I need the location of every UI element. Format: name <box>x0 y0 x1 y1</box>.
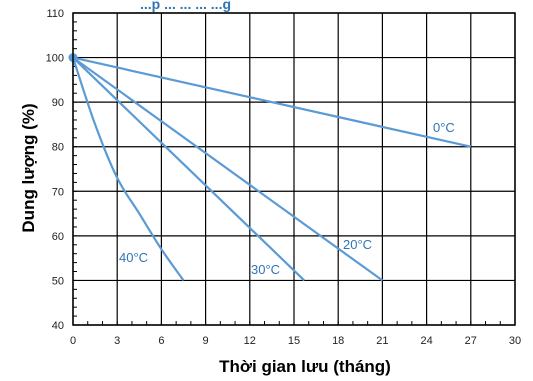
x-tick-label: 21 <box>376 335 388 347</box>
series-line <box>72 56 306 282</box>
x-tick-labels: 0 3 6 9 12 15 18 21 24 27 30 <box>70 335 521 347</box>
series-label: 20°C <box>343 237 372 252</box>
y-tick-label: 60 <box>52 231 64 243</box>
x-tick-label: 24 <box>420 335 432 347</box>
y-tick-label: 110 <box>46 8 64 20</box>
series-label: 30°C <box>251 262 280 277</box>
grid <box>72 12 516 326</box>
x-tick-label: 9 <box>203 335 209 347</box>
series-labels: 0°C 20°C 30°C 40°C <box>119 120 455 277</box>
x-tick-label: 30 <box>509 335 521 347</box>
y-tick-label: 80 <box>52 142 64 154</box>
x-axis-title: Thời gian lưu (tháng) <box>219 357 391 376</box>
series-line <box>71 57 185 282</box>
y-tick-label: 100 <box>46 53 64 65</box>
x-tick-label: 3 <box>114 335 120 347</box>
y-tick-labels: 40 50 60 70 80 90 100 110 <box>46 8 64 332</box>
y-tick-label: 70 <box>52 186 64 198</box>
x-tick-label: 0 <box>70 335 76 347</box>
series-label: 40°C <box>119 250 148 265</box>
series-line <box>72 56 384 282</box>
x-tick-label: 18 <box>332 335 344 347</box>
x-tick-label: 12 <box>244 335 256 347</box>
series-lines <box>68 53 472 282</box>
chart-title-fragment: ...p ... ... ... ...g <box>140 0 231 12</box>
series-label: 0°C <box>433 120 455 135</box>
series-line <box>72 56 472 148</box>
plot-frame <box>72 12 516 326</box>
y-axis-title: Dung lượng (%) <box>19 103 38 232</box>
y-tick-label: 50 <box>52 275 64 287</box>
y-tick-label: 40 <box>52 320 64 332</box>
x-tick-label: 27 <box>465 335 477 347</box>
x-tick-label: 15 <box>288 335 300 347</box>
y-tick-label: 90 <box>52 97 64 109</box>
x-tick-label: 6 <box>158 335 164 347</box>
